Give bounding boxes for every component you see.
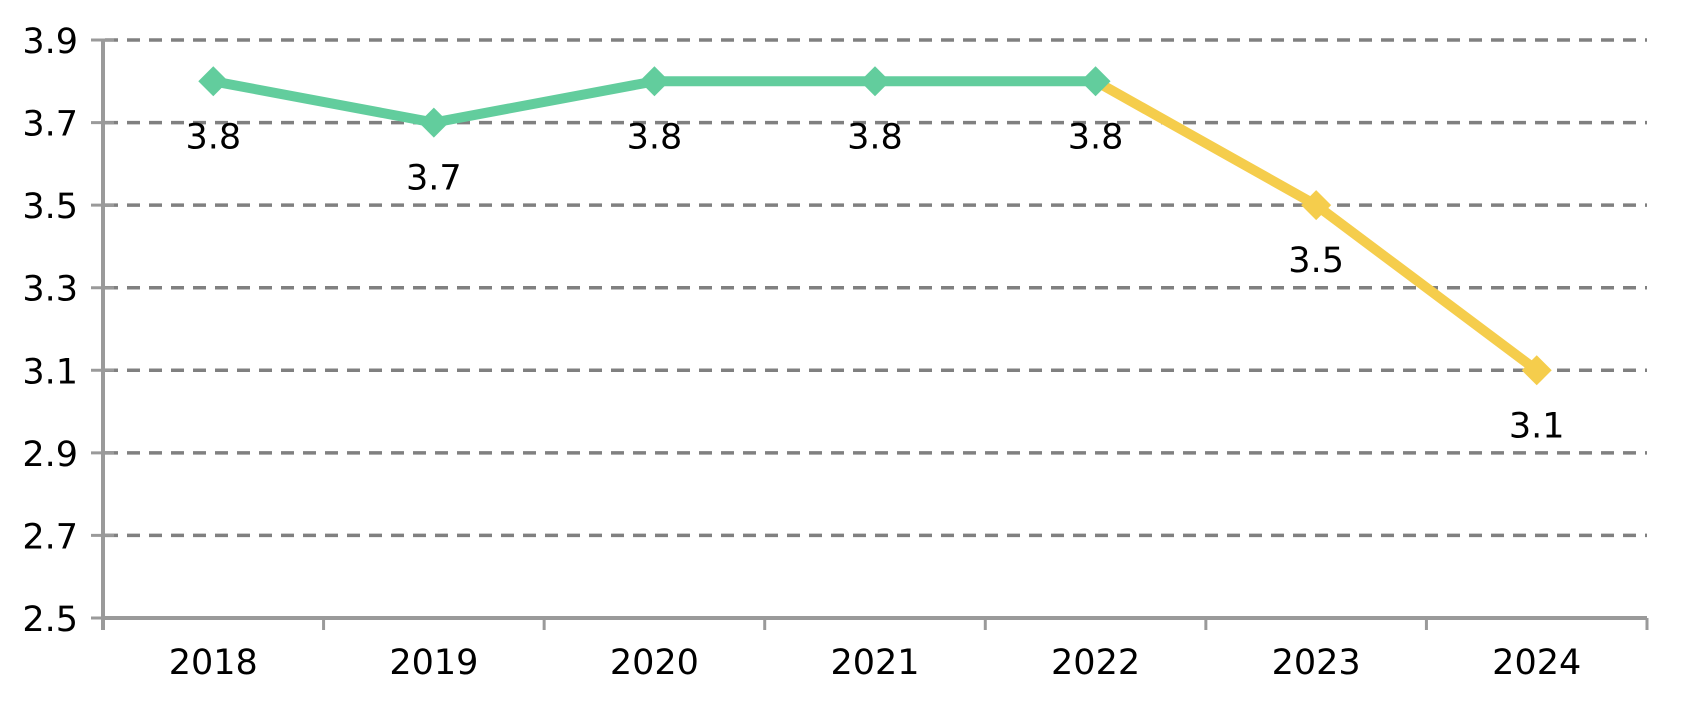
x-axis-label-2019: 2019 bbox=[389, 643, 478, 683]
x-axis-label-2024: 2024 bbox=[1492, 643, 1581, 683]
data-label-2019: 3.7 bbox=[406, 159, 462, 199]
y-tick-label-3.3: 3.3 bbox=[22, 270, 78, 310]
x-axis-label-2018: 2018 bbox=[169, 643, 258, 683]
data-label-2023: 3.5 bbox=[1288, 241, 1344, 281]
marker-2018 bbox=[198, 66, 229, 97]
y-tick-label-2.5: 2.5 bbox=[22, 600, 78, 640]
marker-2019 bbox=[418, 107, 449, 138]
marker-2022 bbox=[1080, 66, 1111, 97]
marker-2020 bbox=[639, 66, 670, 97]
data-label-2021: 3.8 bbox=[847, 117, 903, 157]
x-axis-label-2022: 2022 bbox=[1051, 643, 1140, 683]
y-tick-label-2.7: 2.7 bbox=[22, 517, 78, 557]
marker-2023 bbox=[1301, 190, 1332, 221]
data-label-2020: 3.8 bbox=[627, 117, 683, 157]
x-axis-label-2020: 2020 bbox=[610, 643, 699, 683]
data-label-2018: 3.8 bbox=[185, 117, 241, 157]
y-tick-label-3.7: 3.7 bbox=[22, 105, 78, 145]
yellow-segment-line bbox=[1093, 76, 1540, 375]
y-tick-label-3.1: 3.1 bbox=[22, 352, 78, 392]
y-tick-label-2.9: 2.9 bbox=[22, 435, 78, 475]
data-label-2024: 3.1 bbox=[1509, 406, 1565, 446]
y-tick-label-3.5: 3.5 bbox=[22, 187, 78, 227]
marker-2021 bbox=[860, 66, 890, 97]
y-tick-label-3.9: 3.9 bbox=[22, 22, 78, 62]
x-axis-label-2021: 2021 bbox=[830, 643, 919, 683]
x-axis-label-2023: 2023 bbox=[1272, 643, 1361, 683]
marker-2024 bbox=[1521, 355, 1552, 386]
data-label-2022: 3.8 bbox=[1068, 117, 1124, 157]
